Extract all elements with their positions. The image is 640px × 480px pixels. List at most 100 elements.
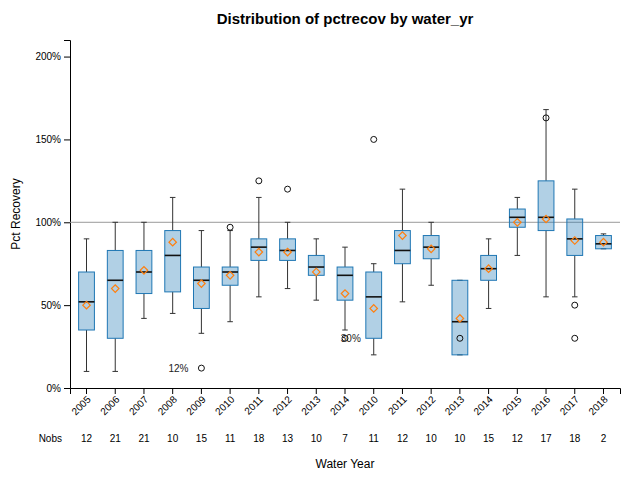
mean-marker [514,219,521,226]
x-tick: 2011 [242,388,265,417]
x-tick-label: 2010 [213,393,237,417]
lower-whisker [258,260,259,296]
median [538,217,554,219]
x-tick-mark [86,388,87,394]
nobs-value: 2 [601,433,607,444]
y-tick-mark [64,388,70,389]
x-tick: 2011 [386,388,409,417]
x-tick: 2018 [586,388,610,417]
box-group [423,222,439,285]
nobs-value: 13 [282,433,294,444]
x-tick: 2014 [328,388,352,417]
box-group [107,222,123,371]
box [452,280,468,355]
upper-whisker [316,239,317,256]
x-tick-label: 2018 [586,393,610,417]
lower-cap [141,318,147,319]
x-tick-label: 2015 [500,393,524,417]
box [280,239,296,261]
nobs-value: 17 [540,433,552,444]
x-tick-label: 2005 [69,393,93,417]
lower-cap [543,296,549,297]
y-tick-label: 0% [47,383,62,394]
mean-marker [226,272,233,279]
upper-whisker [287,222,288,239]
lower-whisker [517,227,518,255]
upper-cap [141,222,147,223]
box [165,231,181,292]
x-tick: 2012 [414,388,438,417]
mean-marker [427,245,434,252]
upper-whisker [488,239,489,256]
box-group [165,197,181,313]
nobs-value: 15 [483,433,495,444]
flier [285,186,291,192]
x-tick-label: 2014 [471,393,495,417]
upper-cap [112,222,118,223]
lower-cap [428,285,434,286]
upper-whisker [258,197,259,238]
mean-marker [542,215,549,222]
y-tick-label: 100% [35,217,61,228]
x-tick-mark [316,388,317,394]
x-tick-mark [201,388,202,394]
upper-cap [342,247,348,248]
x-axis: 2005200620072008200920102011201220132014… [69,388,620,417]
annotation: 30% [341,333,361,344]
box [481,255,497,280]
flier [256,178,262,184]
box [337,267,353,300]
box [596,236,612,249]
nobs-value: 10 [311,433,323,444]
x-tick-mark [373,388,374,394]
reference-line [70,222,620,223]
mean-marker [341,290,348,297]
upper-whisker [172,197,173,230]
box-group [337,247,353,341]
upper-cap [199,230,205,231]
mean-marker [255,248,262,255]
flier [572,302,578,308]
lower-whisker [402,264,403,302]
x-tick-mark [603,388,604,394]
x-tick-mark [431,388,432,394]
upper-cap [400,189,406,190]
lower-cap [112,371,118,372]
box-group [395,189,411,302]
y-axis-title: Pct Recovery [9,178,23,249]
x-tick-mark [258,388,259,394]
lower-cap [572,296,578,297]
nobs-value: 12 [81,433,93,444]
box [567,219,583,255]
x-tick: 2017 [558,388,582,417]
flier [572,335,578,341]
x-tick-mark [143,388,144,394]
x-tick-label: 2011 [242,393,265,416]
lower-whisker [143,294,144,319]
lower-whisker [345,300,346,330]
nobs-value: 12 [397,433,409,444]
median [337,275,353,277]
upper-cap [285,222,291,223]
x-tick: 2009 [184,388,208,417]
upper-cap [256,197,262,198]
mean-marker [198,280,205,287]
nobs-value: 10 [167,433,179,444]
nobs-value: 10 [426,433,438,444]
annotation: 12% [168,363,188,374]
x-tick: 2007 [127,388,151,417]
box [395,231,411,264]
x-tick: 2013 [443,388,467,417]
box [193,267,209,308]
upper-whisker [431,222,432,235]
median [107,279,123,281]
box [423,236,439,259]
x-tick-label: 2017 [558,393,582,417]
box-group [509,197,525,255]
mean-marker [284,248,291,255]
lower-whisker [287,260,288,288]
y-axis-line [64,41,71,389]
upper-cap [84,238,90,239]
upper-whisker [115,222,116,250]
median [136,271,152,273]
